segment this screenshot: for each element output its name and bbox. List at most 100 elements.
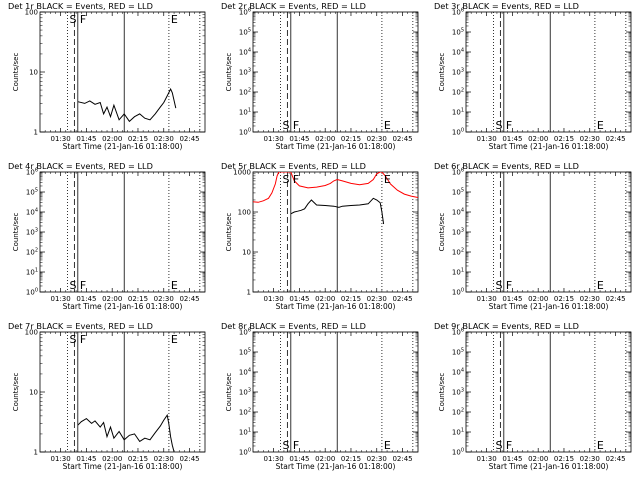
y-axis-label: Counts/sec [225, 213, 233, 252]
x-tick-label: 02:30 [154, 135, 174, 143]
y-tick-label: 105 [452, 348, 464, 357]
y-tick-label: 101 [239, 108, 251, 117]
plot-frame [252, 11, 419, 133]
y-tick-label: 100 [239, 448, 251, 457]
y-tick-label: 106 [26, 168, 38, 177]
x-axis-label: Start Time (21-Jan-16 01:18:00) [276, 462, 396, 471]
x-tick-label: 02:00 [102, 455, 122, 463]
x-tick-label: 02:45 [392, 295, 412, 303]
y-tick-label: 106 [239, 328, 251, 337]
y-tick-label: 1 [247, 289, 251, 297]
plot-frame [465, 331, 632, 453]
x-tick-label: 01:45 [502, 135, 522, 143]
panel-3: Det 3r BLACK = Events, RED = LLD 100 101 10… [434, 1, 632, 151]
x-tick-label: 02:00 [102, 295, 122, 303]
panel-4: Det 4r BLACK = Events, RED = LLD 100 101 10… [8, 161, 206, 311]
y-tick-label: 10 [242, 249, 251, 257]
y-tick-label: 102 [239, 88, 251, 97]
x-axis-label: Start Time (21-Jan-16 01:18:00) [489, 142, 609, 151]
x-axis-label: Start Time (21-Jan-16 01:18:00) [276, 302, 396, 311]
x-tick-label: 02:15 [128, 135, 148, 143]
panel-title: Det 4r BLACK = Events, RED = LLD [8, 161, 153, 171]
marker-label-f: F [293, 119, 299, 132]
x-tick-label: 01:45 [289, 295, 309, 303]
marker-label-e: E [171, 279, 178, 292]
x-tick-label: 02:45 [179, 295, 199, 303]
y-tick-label: 1 [34, 449, 38, 457]
x-tick-label: 01:30 [264, 455, 284, 463]
plot-frame [39, 11, 206, 133]
marker-label-e: E [597, 279, 604, 292]
panel-6: Det 6r BLACK = Events, RED = LLD 100 101 10… [434, 161, 632, 311]
events-series-line [77, 87, 177, 123]
x-axis-label: Start Time (21-Jan-16 01:18:00) [489, 302, 609, 311]
marker-label-f: F [80, 279, 86, 292]
lld-series-line [253, 172, 418, 203]
marker-label-e: E [384, 173, 391, 186]
marker-label-f: F [80, 13, 86, 26]
x-tick-label: 01:45 [76, 455, 96, 463]
x-tick-label: 02:30 [154, 455, 174, 463]
marker-label-s: S [283, 173, 290, 186]
y-tick-label: 101 [452, 428, 464, 437]
panel-title: Det 3r BLACK = Events, RED = LLD [434, 1, 579, 11]
x-tick-label: 01:30 [51, 295, 71, 303]
panel-5: Det 5r BLACK = Events, RED = LLD 1 10 100 10… [221, 161, 419, 311]
x-tick-label: 02:30 [580, 295, 600, 303]
x-axis-label: Start Time (21-Jan-16 01:18:00) [63, 462, 183, 471]
x-tick-label: 01:45 [289, 135, 309, 143]
x-tick-label: 01:30 [477, 455, 497, 463]
x-tick-label: 02:45 [179, 455, 199, 463]
marker-label-s: S [70, 13, 77, 26]
marker-label-e: E [597, 439, 604, 452]
x-tick-label: 02:00 [102, 135, 122, 143]
panel-8: Det 8r BLACK = Events, RED = LLD 100 101 10… [221, 321, 419, 471]
marker-label-f: F [506, 119, 512, 132]
y-axis-label: Counts/sec [12, 373, 20, 412]
marker-label-s: S [70, 279, 77, 292]
x-tick-label: 02:00 [315, 455, 335, 463]
y-axis-label: Counts/sec [225, 373, 233, 412]
y-axis-label: Counts/sec [438, 53, 446, 92]
y-tick-label: 103 [239, 68, 251, 77]
y-tick-label: 104 [239, 368, 251, 377]
marker-label-s: S [70, 333, 77, 346]
x-tick-label: 02:15 [128, 455, 148, 463]
marker-label-f: F [293, 439, 299, 452]
marker-label-f: F [506, 279, 512, 292]
x-tick-label: 01:45 [76, 135, 96, 143]
marker-label-e: E [384, 439, 391, 452]
y-tick-label: 101 [452, 268, 464, 277]
events-series-line [77, 413, 175, 452]
x-tick-label: 02:30 [154, 295, 174, 303]
y-tick-label: 106 [452, 328, 464, 337]
marker-label-s: S [496, 279, 503, 292]
x-tick-label: 01:45 [76, 295, 96, 303]
x-axis-label: Start Time (21-Jan-16 01:18:00) [63, 302, 183, 311]
x-tick-label: 02:00 [528, 135, 548, 143]
x-tick-label: 02:00 [528, 295, 548, 303]
y-tick-label: 102 [452, 88, 464, 97]
y-tick-label: 10 [29, 69, 38, 77]
marker-label-s: S [496, 439, 503, 452]
y-tick-label: 105 [452, 188, 464, 197]
marker-label-s: S [283, 119, 290, 132]
x-tick-label: 02:15 [554, 455, 574, 463]
x-tick-label: 01:30 [264, 295, 284, 303]
x-tick-label: 02:30 [367, 455, 387, 463]
y-tick-label: 102 [452, 408, 464, 417]
y-axis-label: Counts/sec [438, 213, 446, 252]
y-tick-label: 100 [452, 288, 464, 297]
x-tick-label: 02:15 [341, 295, 361, 303]
y-axis-label: Counts/sec [12, 53, 20, 92]
x-tick-label: 01:30 [51, 455, 71, 463]
y-tick-label: 100 [239, 128, 251, 137]
marker-label-f: F [506, 439, 512, 452]
y-tick-label: 103 [26, 228, 38, 237]
x-tick-label: 02:45 [392, 135, 412, 143]
y-tick-label: 103 [452, 68, 464, 77]
plot-frame [39, 331, 206, 453]
x-tick-label: 01:30 [477, 295, 497, 303]
x-tick-label: 02:45 [392, 455, 412, 463]
y-tick-label: 101 [26, 268, 38, 277]
